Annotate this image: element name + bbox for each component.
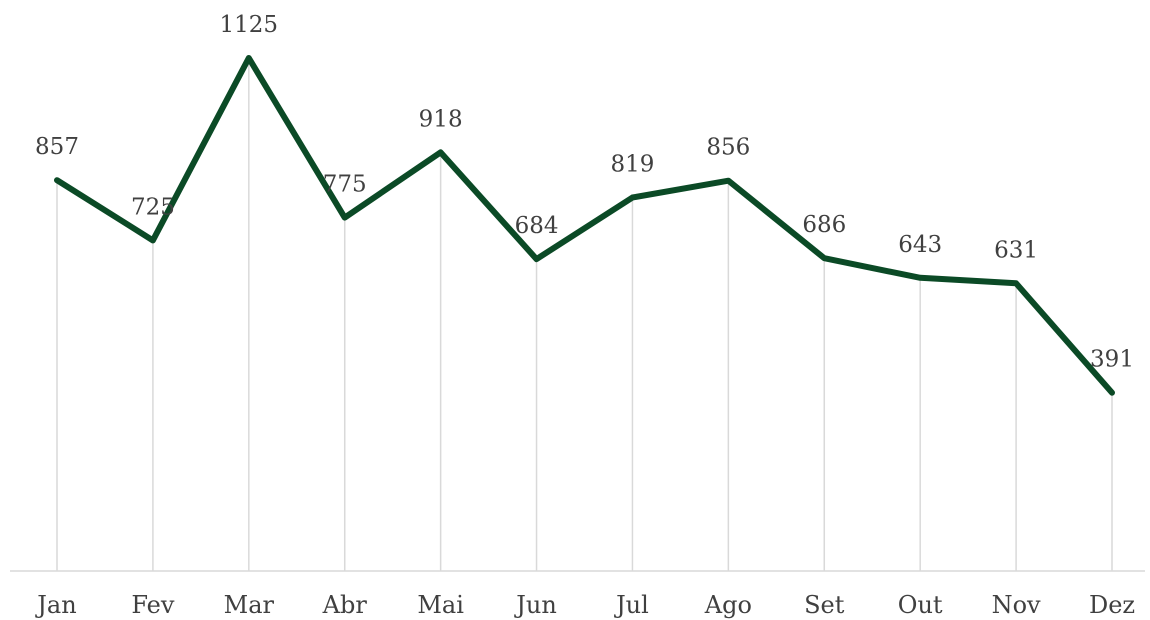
x-tick-label-mar: Mar: [224, 591, 275, 619]
x-tick-label-jul: Jul: [613, 591, 649, 619]
x-axis-tick-labels: Jan Fev Mar Abr Mai Jun Jul Ago Set Out Nov Dez: [34, 591, 1135, 619]
x-tick-label-ago: Ago: [704, 591, 752, 619]
x-tick-label-nov: Nov: [992, 591, 1041, 619]
data-label-jun: 684: [515, 213, 559, 239]
x-tick-label-mai: Mai: [417, 591, 464, 619]
data-label-abr: 775: [323, 172, 367, 198]
data-label-mai: 918: [419, 106, 463, 132]
drop-lines: [56, 58, 1113, 571]
x-tick-label-jun: Jun: [513, 591, 557, 619]
series-line: [54, 55, 1115, 396]
x-tick-label-fev: Fev: [131, 591, 175, 619]
data-label-mar: 1125: [220, 12, 279, 38]
x-tick-label-jan: Jan: [34, 591, 76, 619]
data-label-dez: 391: [1090, 347, 1134, 373]
data-label-fev: 725: [131, 194, 175, 220]
x-tick-label-abr: Abr: [322, 591, 368, 619]
x-tick-label-dez: Dez: [1089, 591, 1135, 619]
data-label-ago: 856: [706, 135, 750, 161]
x-tick-label-out: Out: [898, 591, 943, 619]
data-label-jul: 819: [611, 152, 655, 178]
data-label-out: 643: [898, 232, 942, 258]
data-label-nov: 631: [994, 237, 1038, 263]
data-label-jan: 857: [35, 134, 79, 160]
x-tick-label-set: Set: [804, 591, 845, 619]
data-labels: 857 725 1125 775 918 684 819 856 686 643 631 391: [35, 12, 1134, 373]
data-label-set: 686: [802, 212, 846, 238]
